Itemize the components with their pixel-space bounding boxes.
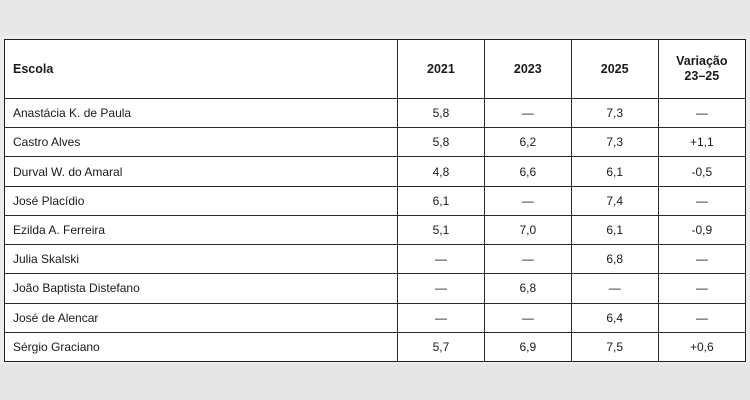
cell-2025: 7,3 <box>570 127 659 158</box>
cell-2021: 5,7 <box>397 331 485 361</box>
cell-2023: — <box>483 97 572 129</box>
cell-2025: 6,1 <box>570 214 659 246</box>
cell-escola: José Placídio <box>5 185 398 216</box>
cell-2023: 6,2 <box>483 127 572 158</box>
cell-2023: 6,9 <box>483 331 572 361</box>
scores-table: Escola 2021 2023 2025 Variação 23–25 Ana… <box>5 40 745 361</box>
header-2023: 2023 <box>483 40 572 99</box>
cell-variacao: +1,1 <box>657 127 745 158</box>
table-row: Castro Alves 5,8 6,2 7,3 +1,1 <box>5 127 745 158</box>
table-row: José Placídio 6,1—7,4— <box>5 185 745 216</box>
cell-2021: 5,8 <box>397 97 485 129</box>
cell-2023: — <box>483 244 572 275</box>
table-row: Julia Skalski — —6,8— <box>5 244 745 275</box>
cell-2025: 7,4 <box>570 185 659 216</box>
header-variacao-line1: Variação <box>676 54 728 68</box>
header-escola: Escola <box>5 40 398 99</box>
cell-2025: 6,4 <box>570 302 659 333</box>
cell-2021: 5,8 <box>397 127 485 158</box>
table-row: João Baptista Distefano —6,8— — <box>5 273 745 304</box>
table-row: Sérgio Graciano 5,7 6,9 7,5 +0,6 <box>5 331 745 361</box>
cell-2021: 6,1 <box>397 185 485 216</box>
cell-variacao: — <box>657 273 745 304</box>
background-top <box>0 0 750 36</box>
table-body: Anastácia K. de Paula 5,8—7,3— Castro Alve… <box>5 97 745 361</box>
cell-2025: 7,3 <box>570 97 659 129</box>
cell-escola: Sérgio Graciano <box>5 331 398 361</box>
cell-escola: Anastácia K. de Paula <box>5 97 398 129</box>
cell-2025: — <box>570 273 659 304</box>
cell-variacao: -0,9 <box>657 214 745 246</box>
cell-escola: José de Alencar <box>5 302 398 333</box>
cell-2023: 6,8 <box>483 273 572 304</box>
cell-2025: 6,1 <box>570 156 659 187</box>
cell-2021: — <box>397 273 485 304</box>
table-row: José de Alencar — —6,4— <box>5 302 745 333</box>
cell-variacao: -0,5 <box>657 156 745 187</box>
cell-2025: 6,8 <box>570 244 659 275</box>
background-bottom <box>0 364 750 400</box>
cell-2023: — <box>483 302 572 333</box>
cell-variacao: — <box>657 185 745 216</box>
cell-escola: Durval W. do Amaral <box>5 156 398 187</box>
cell-2023: 7,0 <box>483 214 572 246</box>
cell-escola: Julia Skalski <box>5 244 398 275</box>
cell-variacao: — <box>657 244 745 275</box>
table-row: Ezilda A. Ferreira 5,1 7,0 6,1 -0,9 <box>5 214 745 246</box>
cell-escola: Ezilda A. Ferreira <box>5 214 398 246</box>
cell-2021: 4,8 <box>397 156 485 187</box>
cell-variacao: +0,6 <box>657 331 745 361</box>
header-variacao: Variação 23–25 <box>657 40 745 99</box>
header-2021: 2021 <box>397 40 485 99</box>
cell-escola: Castro Alves <box>5 127 398 158</box>
cell-2025: 7,5 <box>570 331 659 361</box>
cell-2021: 5,1 <box>397 214 485 246</box>
cell-2023: — <box>483 185 572 216</box>
cell-escola: João Baptista Distefano <box>5 273 398 304</box>
cell-2021: — <box>397 302 485 333</box>
header-2025: 2025 <box>570 40 659 99</box>
table-row: Durval W. do Amaral 4,8 6,6 6,1 -0,5 <box>5 156 745 187</box>
scores-table-card: Escola 2021 2023 2025 Variação 23–25 Ana… <box>4 39 746 362</box>
cell-variacao: — <box>657 97 745 129</box>
cell-variacao: — <box>657 302 745 333</box>
header-row: Escola 2021 2023 2025 Variação 23–25 <box>5 40 745 99</box>
table-row: Anastácia K. de Paula 5,8—7,3— <box>5 97 745 129</box>
header-variacao-line2: 23–25 <box>684 69 720 83</box>
cell-2021: — <box>397 244 485 275</box>
cell-2023: 6,6 <box>483 156 572 187</box>
